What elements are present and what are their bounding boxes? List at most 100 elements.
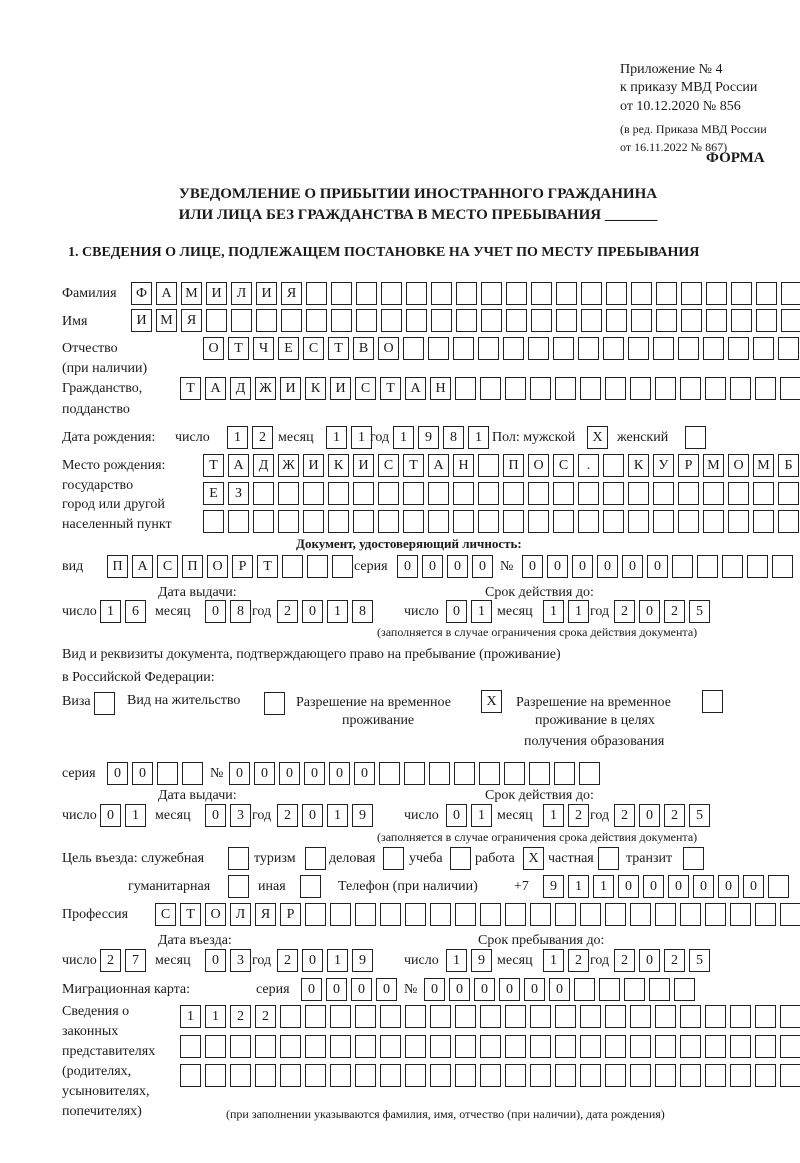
char-cell[interactable] — [505, 377, 526, 400]
char-cell[interactable]: П — [182, 555, 203, 578]
char-cell[interactable] — [605, 1005, 626, 1028]
reps-cells-2[interactable] — [180, 1035, 800, 1058]
char-cell[interactable]: 0 — [132, 762, 153, 785]
char-cell[interactable] — [255, 1064, 276, 1087]
char-cell[interactable]: У — [653, 454, 674, 477]
char-cell[interactable]: 0 — [302, 804, 323, 827]
char-cell[interactable]: С — [355, 377, 376, 400]
char-cell[interactable] — [630, 903, 651, 926]
char-cell[interactable] — [305, 1005, 326, 1028]
char-cell[interactable]: И — [303, 454, 324, 477]
char-cell[interactable] — [430, 1064, 451, 1087]
char-cell[interactable]: А — [428, 454, 449, 477]
char-cell[interactable] — [653, 482, 674, 505]
char-cell[interactable] — [403, 337, 424, 360]
char-cell[interactable] — [631, 309, 652, 332]
char-cell[interactable] — [330, 1035, 351, 1058]
char-cell[interactable] — [731, 309, 752, 332]
char-cell[interactable]: 1 — [205, 1005, 226, 1028]
char-cell[interactable]: 2 — [255, 1005, 276, 1028]
char-cell[interactable] — [728, 482, 749, 505]
char-cell[interactable]: Н — [430, 377, 451, 400]
char-cell[interactable]: А — [228, 454, 249, 477]
char-cell[interactable]: П — [107, 555, 128, 578]
char-cell[interactable] — [380, 1005, 401, 1028]
char-cell[interactable] — [556, 309, 577, 332]
char-cell[interactable] — [680, 1005, 701, 1028]
char-cell[interactable] — [778, 510, 799, 533]
char-cell[interactable]: Я — [255, 903, 276, 926]
char-cell[interactable] — [480, 1035, 501, 1058]
char-cell[interactable] — [428, 337, 449, 360]
char-cell[interactable]: 1 — [543, 804, 564, 827]
char-cell[interactable]: 0 — [472, 555, 493, 578]
char-cell[interactable] — [655, 1064, 676, 1087]
char-cell[interactable] — [579, 762, 600, 785]
char-cell[interactable] — [530, 1064, 551, 1087]
char-cell[interactable] — [581, 282, 602, 305]
char-cell[interactable]: Ф — [131, 282, 152, 305]
char-cell[interactable] — [581, 309, 602, 332]
char-cell[interactable] — [355, 903, 376, 926]
char-cell[interactable]: Т — [180, 377, 201, 400]
char-cell[interactable]: Е — [278, 337, 299, 360]
char-cell[interactable]: 1 — [180, 1005, 201, 1028]
char-cell[interactable] — [182, 762, 203, 785]
char-cell[interactable]: Т — [328, 337, 349, 360]
char-cell[interactable] — [649, 978, 670, 1001]
char-cell[interactable]: 0 — [326, 978, 347, 1001]
char-cell[interactable]: 0 — [524, 978, 545, 1001]
char-cell[interactable] — [453, 510, 474, 533]
char-cell[interactable]: А — [156, 282, 177, 305]
char-cell[interactable] — [606, 309, 627, 332]
char-cell[interactable]: 0 — [205, 600, 226, 623]
char-cell[interactable]: 0 — [376, 978, 397, 1001]
char-cell[interactable] — [280, 1005, 301, 1028]
char-cell[interactable] — [778, 482, 799, 505]
char-cell[interactable] — [278, 510, 299, 533]
char-cell[interactable]: 9 — [352, 804, 373, 827]
char-cell[interactable]: 2 — [664, 804, 685, 827]
char-cell[interactable]: 0 — [100, 804, 121, 827]
char-cell[interactable] — [303, 510, 324, 533]
char-cell[interactable]: 0 — [647, 555, 668, 578]
char-cell[interactable] — [628, 482, 649, 505]
char-cell[interactable] — [628, 337, 649, 360]
char-cell[interactable]: 0 — [449, 978, 470, 1001]
char-cell[interactable] — [630, 1035, 651, 1058]
char-cell[interactable] — [478, 337, 499, 360]
char-cell[interactable] — [455, 377, 476, 400]
char-cell[interactable]: 1 — [543, 600, 564, 623]
char-cell[interactable] — [755, 903, 776, 926]
char-cell[interactable] — [406, 282, 427, 305]
char-cell[interactable] — [380, 903, 401, 926]
char-cell[interactable] — [554, 762, 575, 785]
char-cell[interactable] — [556, 282, 577, 305]
char-cell[interactable] — [678, 482, 699, 505]
char-cell[interactable] — [730, 1005, 751, 1028]
char-cell[interactable]: О — [203, 337, 224, 360]
char-cell[interactable]: Т — [228, 337, 249, 360]
char-cell[interactable] — [405, 1005, 426, 1028]
char-cell[interactable] — [680, 1035, 701, 1058]
char-cell[interactable] — [256, 309, 277, 332]
char-cell[interactable] — [755, 377, 776, 400]
char-cell[interactable] — [730, 1035, 751, 1058]
char-cell[interactable] — [780, 1064, 800, 1087]
char-cell[interactable]: 0 — [301, 978, 322, 1001]
char-cell[interactable] — [730, 1064, 751, 1087]
char-cell[interactable] — [456, 282, 477, 305]
char-cell[interactable]: И — [206, 282, 227, 305]
char-cell[interactable]: 0 — [668, 875, 689, 898]
char-cell[interactable]: 0 — [618, 875, 639, 898]
char-cell[interactable] — [697, 555, 718, 578]
char-cell[interactable] — [230, 1035, 251, 1058]
